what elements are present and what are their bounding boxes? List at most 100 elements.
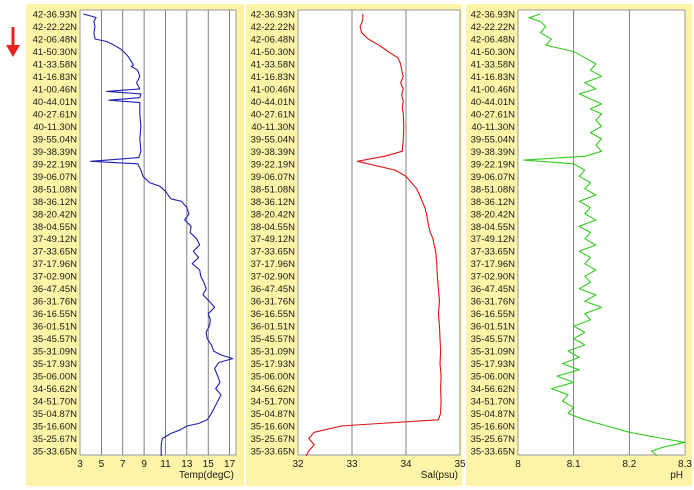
y-tick-label: 41-00.46N <box>251 84 296 95</box>
x-tick-label: 35 <box>454 459 466 470</box>
series-line <box>305 14 442 457</box>
y-tick-label: 42-36.93N <box>33 10 78 21</box>
y-tick-label: 39-22.19N <box>33 159 78 170</box>
x-tick-label: 11 <box>160 459 171 470</box>
x-axis-label: Temp(degC) <box>179 470 234 481</box>
y-tick-label: 37-02.90N <box>471 272 516 283</box>
plot-area <box>517 9 686 456</box>
y-tick-label: 38-20.42N <box>471 209 516 220</box>
y-tick-label: 35-17.93N <box>471 359 516 370</box>
y-tick-label: 41-16.83N <box>471 72 516 83</box>
y-tick-label: 35-31.09N <box>471 347 516 358</box>
y-tick-label: 34-51.70N <box>251 397 296 408</box>
series-line <box>523 13 686 457</box>
y-tick-label: 41-33.58N <box>251 59 296 70</box>
x-axis-label: pH <box>670 470 683 481</box>
y-tick-label: 40-27.61N <box>33 109 78 120</box>
y-tick-label: 42-22.22N <box>251 22 296 33</box>
y-tick-label: 35-16.60N <box>471 422 516 433</box>
y-tick-label: 39-38.39N <box>251 147 296 158</box>
y-tick-label: 38-20.42N <box>33 209 78 220</box>
y-tick-label: 38-51.08N <box>33 184 78 195</box>
y-tick-label: 41-00.46N <box>33 84 78 95</box>
y-tick-label: 35-33.65N <box>33 447 78 458</box>
y-tick-label: 36-16.55N <box>33 309 78 320</box>
y-tick-label: 41-16.83N <box>251 72 296 83</box>
y-tick-label: 35-06.00N <box>251 372 296 383</box>
y-tick-label: 35-16.60N <box>33 422 78 433</box>
plot-area <box>79 9 237 456</box>
y-tick-label: 35-25.67N <box>251 434 296 445</box>
y-tick-label: 34-51.70N <box>471 397 516 408</box>
y-tick-label: 36-01.51N <box>251 322 296 333</box>
y-tick-label: 37-02.90N <box>33 272 78 283</box>
plot-area <box>297 9 461 456</box>
y-tick-label: 37-02.90N <box>251 272 296 283</box>
y-tick-label: 35-04.87N <box>33 409 78 420</box>
y-tick-label: 40-27.61N <box>471 109 516 120</box>
y-tick-label: 38-04.55N <box>471 222 516 233</box>
y-tick-label: 35-17.93N <box>251 359 296 370</box>
y-tick-label: 36-01.51N <box>33 322 78 333</box>
y-tick-label: 34-56.62N <box>471 384 516 395</box>
y-tick-label: 42-06.48N <box>471 34 516 45</box>
x-tick-label: 8 <box>515 459 521 470</box>
x-axis-label: Sal(psu) <box>421 470 458 481</box>
x-tick-label: 8.3 <box>678 459 692 470</box>
y-tick-label: 35-45.57N <box>33 334 78 345</box>
y-tick-label: 35-31.09N <box>251 347 296 358</box>
y-tick-label: 34-51.70N <box>33 397 78 408</box>
y-tick-label: 36-47.45N <box>33 284 78 295</box>
y-tick-label: 38-20.42N <box>251 209 296 220</box>
y-tick-label: 38-36.12N <box>471 197 516 208</box>
y-tick-label: 42-22.22N <box>471 22 516 33</box>
y-tick-label: 41-16.83N <box>33 72 78 83</box>
y-tick-label: 37-33.65N <box>471 247 516 258</box>
y-tick-label: 41-33.58N <box>33 59 78 70</box>
y-tick-label: 37-17.96N <box>251 259 296 270</box>
y-tick-label: 36-31.76N <box>251 297 296 308</box>
y-tick-label: 42-06.48N <box>33 34 78 45</box>
y-tick-label: 35-04.87N <box>251 409 296 420</box>
y-tick-label: 37-17.96N <box>471 259 516 270</box>
y-tick-label: 35-25.67N <box>471 434 516 445</box>
x-tick-label: 13 <box>181 459 193 470</box>
x-tick-label: 8.2 <box>622 459 636 470</box>
y-tick-label: 40-44.01N <box>33 97 78 108</box>
y-tick-label: 41-50.30N <box>251 47 296 58</box>
y-tick-label: 39-38.39N <box>471 147 516 158</box>
y-tick-label: 37-33.65N <box>33 247 78 258</box>
y-tick-label: 35-06.00N <box>471 372 516 383</box>
y-tick-label: 34-56.62N <box>251 384 296 395</box>
y-tick-label: 37-49.12N <box>251 234 296 245</box>
y-tick-label: 35-17.93N <box>33 359 78 370</box>
y-tick-label: 35-04.87N <box>471 409 516 420</box>
y-tick-label: 40-44.01N <box>251 97 296 108</box>
y-tick-label: 39-06.07N <box>33 172 78 183</box>
y-tick-label: 35-16.60N <box>251 422 296 433</box>
series-line <box>83 13 234 456</box>
y-tick-label: 39-38.39N <box>33 147 78 158</box>
y-tick-label: 41-00.46N <box>471 84 516 95</box>
y-tick-label: 35-45.57N <box>471 334 516 345</box>
y-tick-label: 35-06.00N <box>33 372 78 383</box>
y-tick-label: 35-31.09N <box>33 347 78 358</box>
y-tick-label: 40-44.01N <box>471 97 516 108</box>
x-tick-label: 7 <box>120 459 126 470</box>
red-arrow-icon <box>6 27 20 57</box>
y-tick-label: 40-27.61N <box>251 109 296 120</box>
x-tick-label: 15 <box>203 459 215 470</box>
y-tick-label: 40-11.30N <box>33 122 77 133</box>
y-tick-label: 38-04.55N <box>251 222 296 233</box>
y-tick-label: 39-22.19N <box>471 159 516 170</box>
y-tick-label: 34-56.62N <box>33 384 78 395</box>
y-tick-label: 42-36.93N <box>251 10 296 21</box>
y-tick-label: 39-06.07N <box>471 172 516 183</box>
y-tick-label: 39-55.04N <box>251 134 296 145</box>
y-tick-label: 42-06.48N <box>251 34 296 45</box>
y-tick-label: 36-16.55N <box>251 309 296 320</box>
y-tick-label: 40-11.30N <box>251 122 295 133</box>
